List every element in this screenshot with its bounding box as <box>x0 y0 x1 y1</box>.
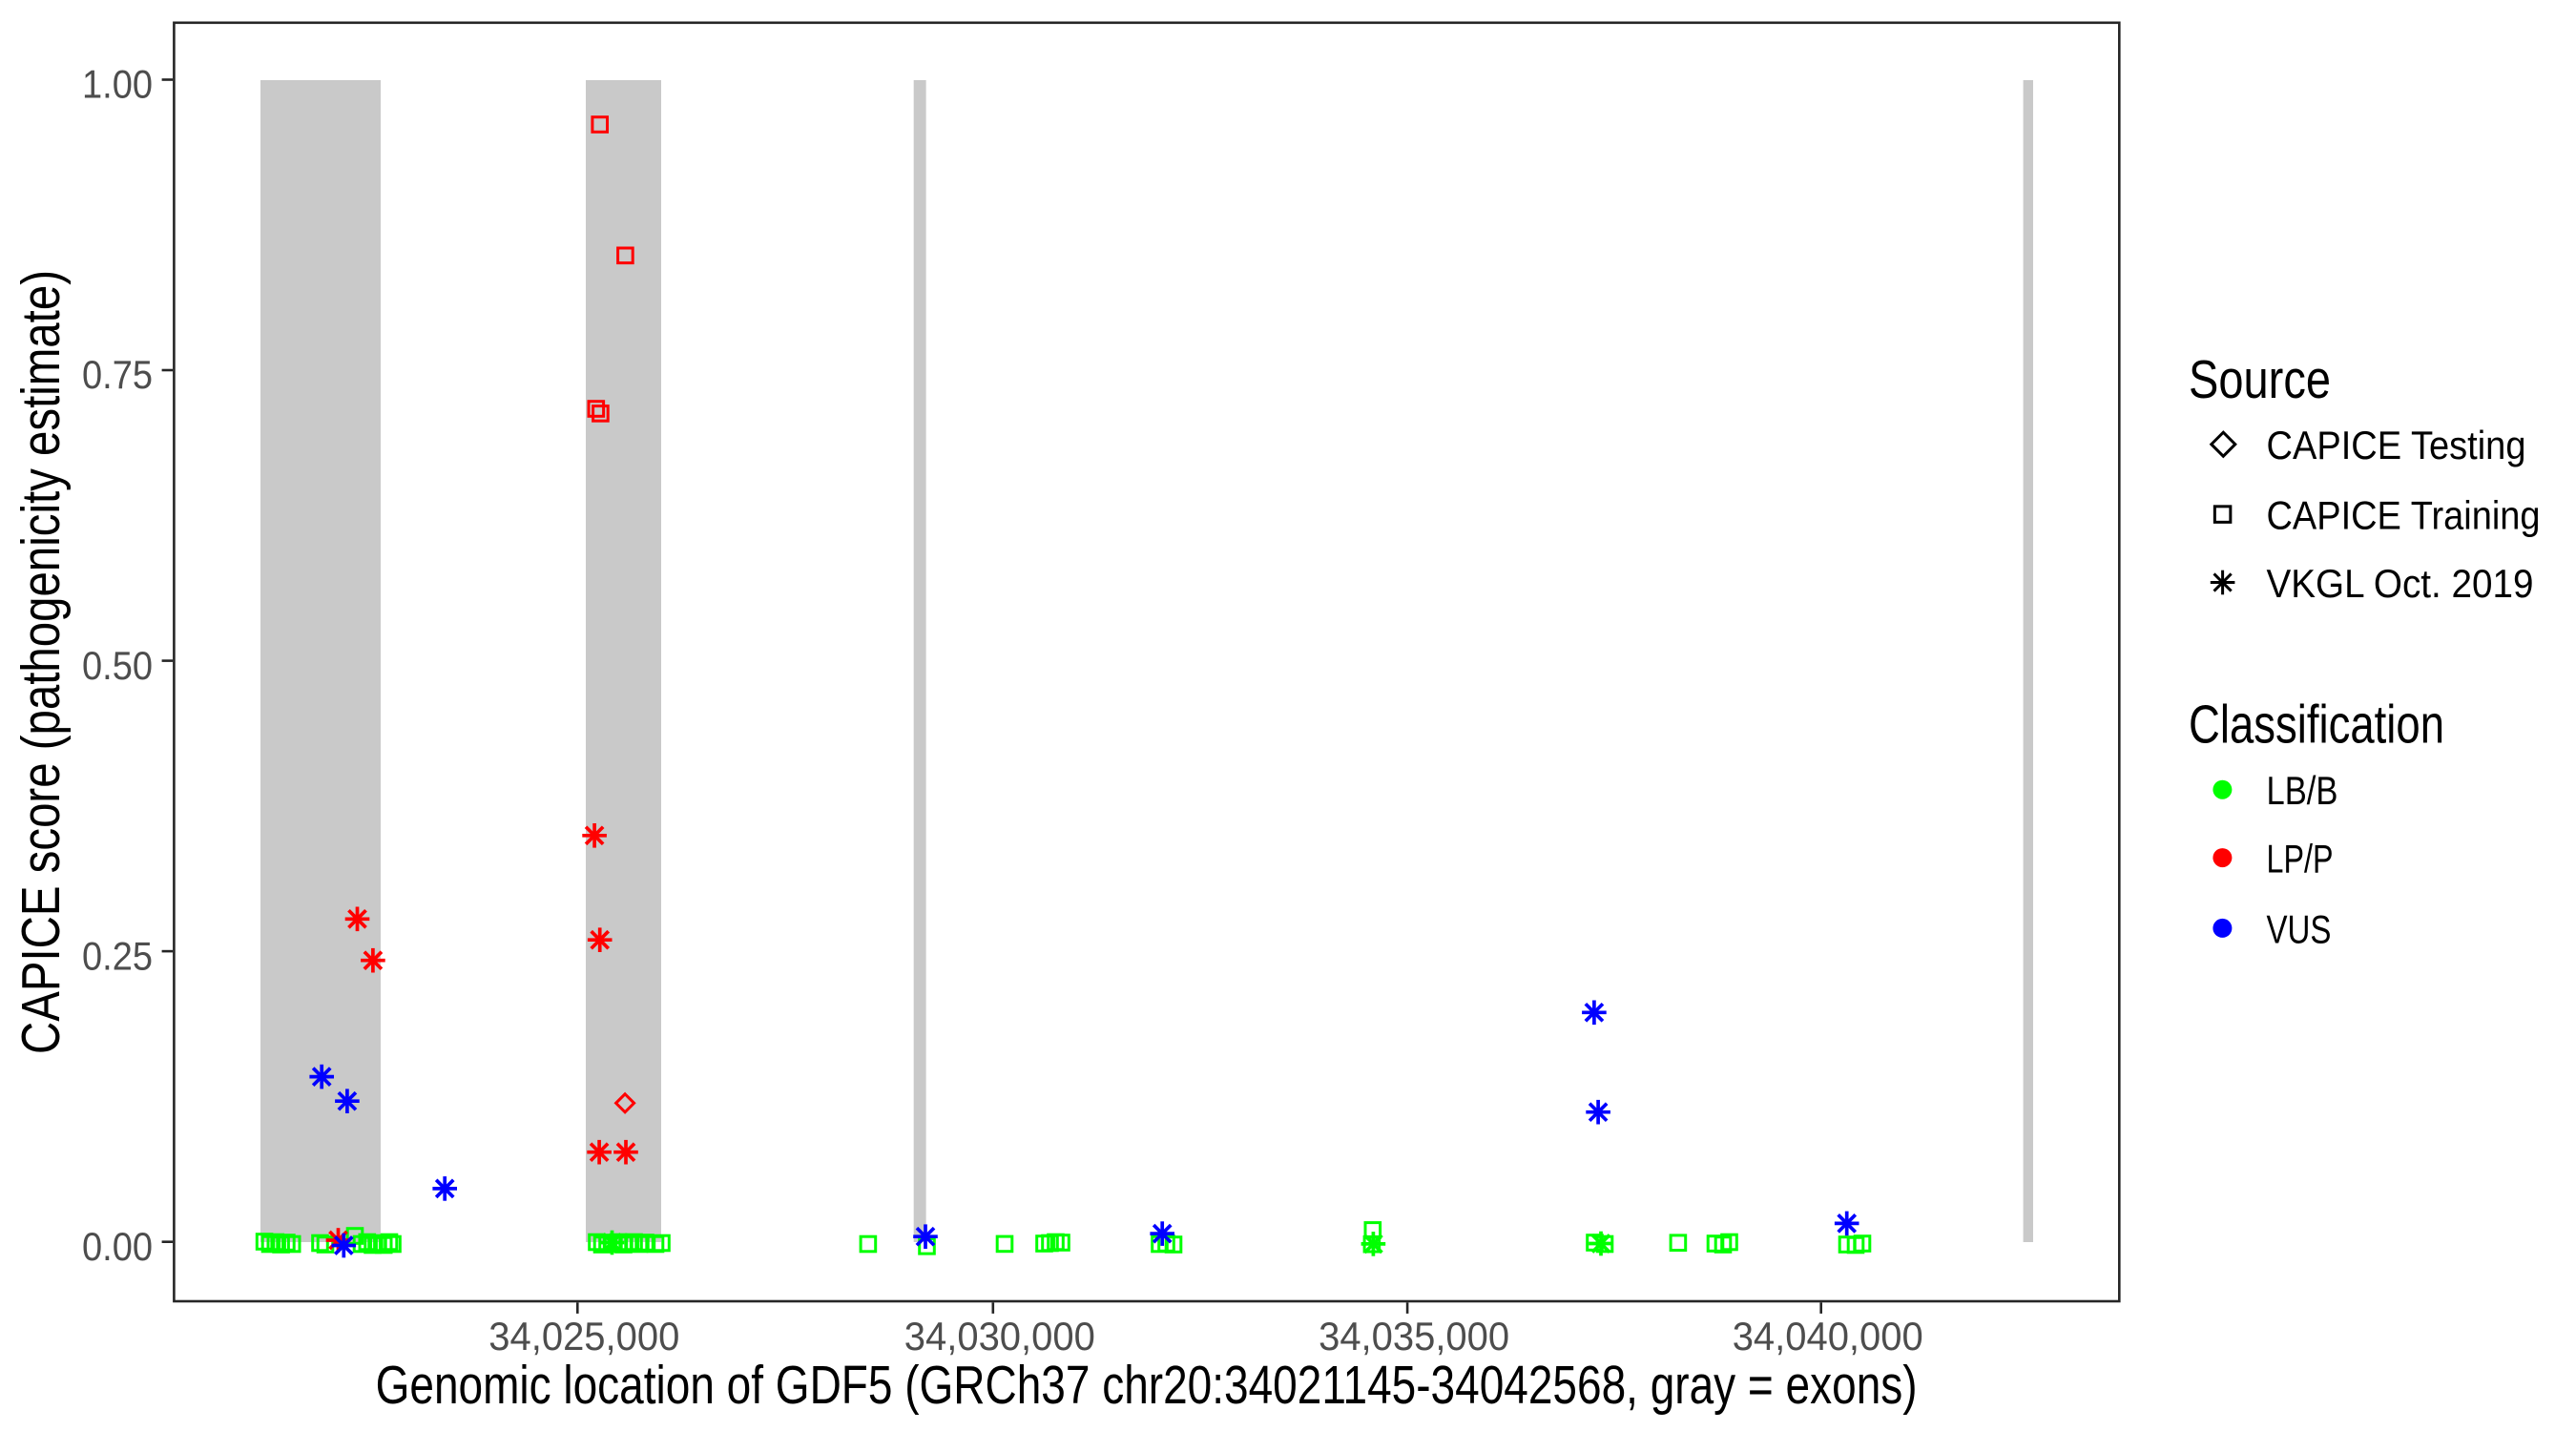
svg-text:LB/B: LB/B <box>2267 768 2338 813</box>
svg-text:34,035,000: 34,035,000 <box>1319 1314 1509 1358</box>
svg-text:VKGL Oct. 2019: VKGL Oct. 2019 <box>2267 561 2534 606</box>
svg-text:1.00: 1.00 <box>82 62 153 107</box>
svg-text:Classification: Classification <box>2189 695 2444 755</box>
svg-text:0.00: 0.00 <box>82 1224 153 1269</box>
svg-text:Source: Source <box>2189 349 2331 409</box>
svg-text:0.50: 0.50 <box>82 643 153 688</box>
svg-text:CAPICE Testing: CAPICE Testing <box>2267 423 2526 467</box>
svg-text:Genomic location of GDF5 (GRCh: Genomic location of GDF5 (GRCh37 chr20:3… <box>376 1355 1918 1415</box>
svg-text:CAPICE Training: CAPICE Training <box>2267 493 2541 538</box>
svg-text:CAPICE score (pathogenicity es: CAPICE score (pathogenicity estimate) <box>10 270 71 1054</box>
svg-text:34,040,000: 34,040,000 <box>1733 1314 1923 1358</box>
svg-text:34,025,000: 34,025,000 <box>488 1314 679 1358</box>
svg-text:34,030,000: 34,030,000 <box>904 1314 1095 1358</box>
svg-text:0.25: 0.25 <box>82 933 153 978</box>
svg-text:0.75: 0.75 <box>82 352 153 397</box>
svg-text:VUS: VUS <box>2267 906 2332 951</box>
svg-text:LP/P: LP/P <box>2267 837 2334 881</box>
